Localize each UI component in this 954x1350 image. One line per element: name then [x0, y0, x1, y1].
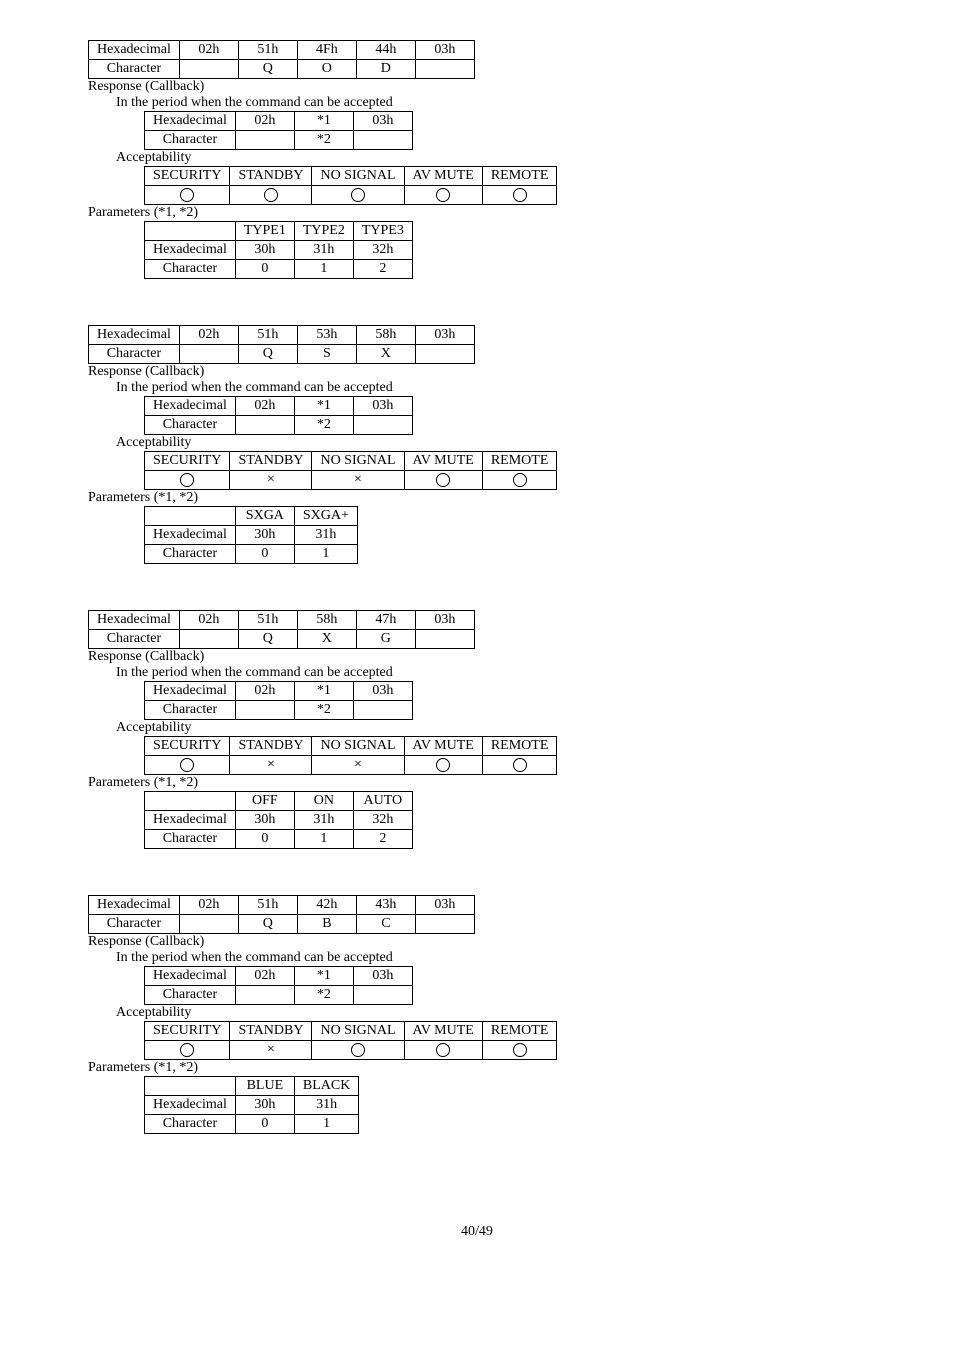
acceptability-table: SECURITYSTANDBYNO SIGNALAV MUTEREMOTE×: [144, 1021, 557, 1060]
command-block: Hexadecimal02h51h4Fh44h03hCharacterQODRe…: [60, 40, 894, 279]
response-label: Response (Callback): [88, 79, 894, 95]
callback-table: Hexadecimal02h*103hCharacter*2: [144, 966, 413, 1005]
parameters-table: BLUEBLACKHexadecimal30h31hCharacter01: [144, 1076, 359, 1134]
parameters-label: Parameters (*1, *2): [88, 775, 894, 791]
response-label: Response (Callback): [88, 649, 894, 665]
response-label: Response (Callback): [88, 364, 894, 380]
command-table: Hexadecimal02h51h42h43h03hCharacterQBC: [88, 895, 475, 934]
command-table: Hexadecimal02h51h58h47h03hCharacterQXG: [88, 610, 475, 649]
page-footer: 40/49: [60, 1224, 894, 1240]
acceptability-table: SECURITYSTANDBYNO SIGNALAV MUTEREMOTE××: [144, 736, 557, 775]
parameters-label: Parameters (*1, *2): [88, 1060, 894, 1076]
command-table: Hexadecimal02h51h53h58h03hCharacterQSX: [88, 325, 475, 364]
command-block: Hexadecimal02h51h53h58h03hCharacterQSXRe…: [60, 325, 894, 564]
acceptability-label: Acceptability: [116, 720, 894, 736]
acceptability-table: SECURITYSTANDBYNO SIGNALAV MUTEREMOTE: [144, 166, 557, 205]
acceptability-label: Acceptability: [116, 1005, 894, 1021]
parameters-table: SXGASXGA+Hexadecimal30h31hCharacter01: [144, 506, 358, 564]
callback-table: Hexadecimal02h*103hCharacter*2: [144, 396, 413, 435]
parameters-table: TYPE1TYPE2TYPE3Hexadecimal30h31h32hChara…: [144, 221, 413, 279]
parameters-label: Parameters (*1, *2): [88, 205, 894, 221]
period-label: In the period when the command can be ac…: [116, 665, 894, 681]
command-block: Hexadecimal02h51h42h43h03hCharacterQBCRe…: [60, 895, 894, 1134]
acceptability-table: SECURITYSTANDBYNO SIGNALAV MUTEREMOTE××: [144, 451, 557, 490]
parameters-label: Parameters (*1, *2): [88, 490, 894, 506]
acceptability-label: Acceptability: [116, 435, 894, 451]
period-label: In the period when the command can be ac…: [116, 380, 894, 396]
callback-table: Hexadecimal02h*103hCharacter*2: [144, 681, 413, 720]
parameters-table: OFFONAUTOHexadecimal30h31h32hCharacter01…: [144, 791, 413, 849]
acceptability-label: Acceptability: [116, 150, 894, 166]
callback-table: Hexadecimal02h*103hCharacter*2: [144, 111, 413, 150]
period-label: In the period when the command can be ac…: [116, 950, 894, 966]
command-block: Hexadecimal02h51h58h47h03hCharacterQXGRe…: [60, 610, 894, 849]
period-label: In the period when the command can be ac…: [116, 95, 894, 111]
command-table: Hexadecimal02h51h4Fh44h03hCharacterQOD: [88, 40, 475, 79]
response-label: Response (Callback): [88, 934, 894, 950]
